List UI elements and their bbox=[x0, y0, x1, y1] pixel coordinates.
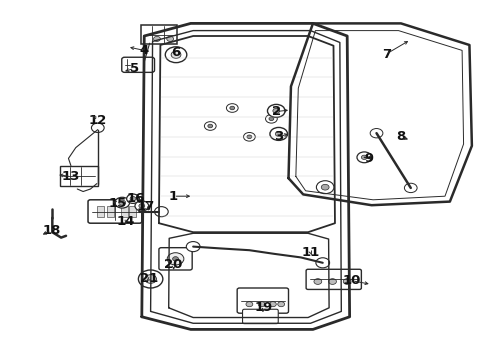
Text: 11: 11 bbox=[301, 246, 319, 258]
Circle shape bbox=[115, 197, 129, 208]
Circle shape bbox=[229, 106, 234, 110]
Text: 2: 2 bbox=[271, 105, 280, 118]
Circle shape bbox=[275, 131, 282, 136]
Circle shape bbox=[186, 242, 200, 252]
Circle shape bbox=[166, 36, 173, 41]
FancyBboxPatch shape bbox=[141, 25, 177, 44]
Circle shape bbox=[154, 207, 168, 217]
Text: 4: 4 bbox=[140, 44, 148, 57]
Circle shape bbox=[246, 135, 251, 139]
Circle shape bbox=[172, 257, 178, 261]
Text: 6: 6 bbox=[171, 46, 180, 59]
Circle shape bbox=[139, 204, 144, 208]
Circle shape bbox=[130, 197, 136, 201]
Circle shape bbox=[269, 302, 276, 307]
Circle shape bbox=[171, 51, 181, 58]
FancyBboxPatch shape bbox=[159, 248, 192, 270]
FancyBboxPatch shape bbox=[88, 200, 142, 223]
Text: 18: 18 bbox=[42, 224, 61, 237]
Text: 15: 15 bbox=[108, 197, 126, 210]
Circle shape bbox=[269, 127, 287, 140]
Text: 13: 13 bbox=[61, 170, 80, 183]
Circle shape bbox=[315, 258, 329, 268]
Circle shape bbox=[268, 117, 273, 121]
Text: 7: 7 bbox=[381, 48, 390, 60]
Circle shape bbox=[328, 279, 336, 284]
Circle shape bbox=[343, 279, 350, 284]
Circle shape bbox=[267, 104, 285, 117]
Text: 5: 5 bbox=[130, 62, 139, 75]
FancyBboxPatch shape bbox=[129, 206, 136, 217]
Circle shape bbox=[356, 152, 371, 163]
Circle shape bbox=[265, 114, 277, 123]
Circle shape bbox=[204, 122, 216, 130]
FancyBboxPatch shape bbox=[242, 309, 278, 324]
Text: 20: 20 bbox=[164, 258, 183, 271]
FancyBboxPatch shape bbox=[122, 57, 154, 72]
Circle shape bbox=[313, 279, 321, 284]
FancyBboxPatch shape bbox=[121, 206, 127, 217]
Circle shape bbox=[321, 184, 328, 190]
Circle shape bbox=[316, 181, 333, 194]
Circle shape bbox=[91, 123, 104, 132]
Circle shape bbox=[245, 302, 252, 307]
Circle shape bbox=[165, 47, 186, 63]
Circle shape bbox=[144, 275, 156, 283]
Text: 14: 14 bbox=[117, 215, 135, 228]
Circle shape bbox=[207, 124, 212, 128]
Circle shape bbox=[135, 201, 148, 211]
Circle shape bbox=[404, 183, 416, 193]
Circle shape bbox=[226, 104, 238, 112]
Text: 12: 12 bbox=[88, 114, 107, 127]
Circle shape bbox=[361, 155, 366, 159]
Circle shape bbox=[167, 253, 183, 265]
Text: 10: 10 bbox=[342, 274, 361, 287]
Circle shape bbox=[119, 200, 125, 205]
Circle shape bbox=[272, 108, 279, 113]
Circle shape bbox=[153, 36, 160, 41]
Circle shape bbox=[138, 270, 163, 288]
Circle shape bbox=[243, 132, 255, 141]
Circle shape bbox=[258, 302, 264, 307]
FancyBboxPatch shape bbox=[60, 166, 98, 186]
Text: 8: 8 bbox=[396, 130, 405, 143]
Text: 1: 1 bbox=[169, 190, 178, 203]
Text: 16: 16 bbox=[126, 192, 145, 204]
Text: 9: 9 bbox=[364, 152, 373, 165]
Text: 3: 3 bbox=[274, 130, 283, 143]
FancyBboxPatch shape bbox=[97, 206, 104, 217]
Text: 21: 21 bbox=[140, 273, 158, 285]
Circle shape bbox=[369, 129, 382, 138]
Text: 19: 19 bbox=[254, 301, 273, 314]
Circle shape bbox=[126, 194, 139, 203]
Circle shape bbox=[277, 302, 284, 307]
FancyBboxPatch shape bbox=[305, 269, 361, 289]
FancyBboxPatch shape bbox=[237, 288, 288, 313]
Text: 17: 17 bbox=[136, 201, 155, 213]
FancyBboxPatch shape bbox=[107, 206, 114, 217]
